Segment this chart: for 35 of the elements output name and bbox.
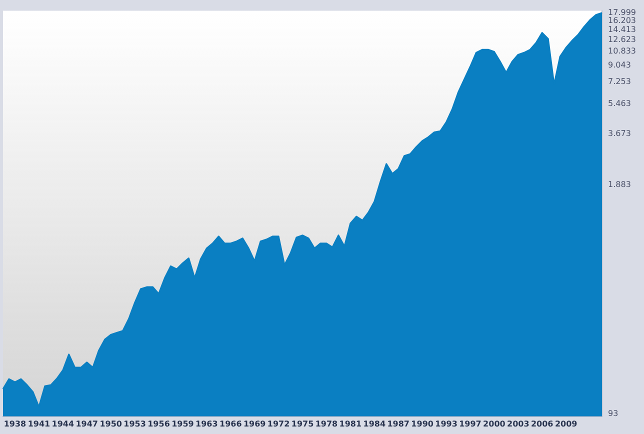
x-tick-label: 1966 xyxy=(219,419,242,428)
x-tick-label: 1941 xyxy=(28,419,51,428)
x-tick-label: 1981 xyxy=(339,419,362,428)
y-tick-label: 5.463 xyxy=(608,98,631,108)
x-tick-label: 1987 xyxy=(387,419,410,428)
x-tick-label: 1963 xyxy=(196,419,218,428)
y-tick-label: 1.883 xyxy=(608,180,631,189)
x-tick-label: 1972 xyxy=(267,419,290,428)
x-tick-label: 1993 xyxy=(435,419,458,428)
x-tick-label: 1950 xyxy=(100,419,122,428)
x-tick-label: 1969 xyxy=(243,419,266,428)
x-tick-label: 2003 xyxy=(507,419,530,428)
x-tick-label: 1953 xyxy=(124,419,146,428)
x-tick-label: 1947 xyxy=(76,419,98,428)
y-tick-label: 3.673 xyxy=(608,129,631,138)
x-tick-label: 1975 xyxy=(291,419,314,428)
x-tick-label: 2006 xyxy=(530,419,554,428)
x-tick-label: 2009 xyxy=(554,419,578,428)
x-tick-label: 1944 xyxy=(52,419,74,428)
x-tick-label: 1959 xyxy=(172,419,194,428)
x-tick-label: 1984 xyxy=(363,419,386,428)
x-tick-label: 2000 xyxy=(483,419,506,428)
x-tick-label: 1990 xyxy=(411,419,434,428)
x-tick-label: 1956 xyxy=(148,419,170,428)
y-tick-label: 9.043 xyxy=(608,60,631,70)
y-tick-label: 10.833 xyxy=(608,46,636,56)
x-tick-label: 1938 xyxy=(4,419,27,428)
y-tick-label: 14.413 xyxy=(608,24,636,34)
x-tick-label: 1978 xyxy=(315,419,338,428)
y-tick-label: 93 xyxy=(608,408,618,418)
y-tick-label: 7.253 xyxy=(608,77,631,86)
y-tick-label: 17.999 xyxy=(608,8,636,17)
x-tick-label: 1997 xyxy=(459,419,482,428)
y-tick-label: 16.203 xyxy=(608,16,636,25)
y-tick-label: 12.623 xyxy=(608,34,636,44)
